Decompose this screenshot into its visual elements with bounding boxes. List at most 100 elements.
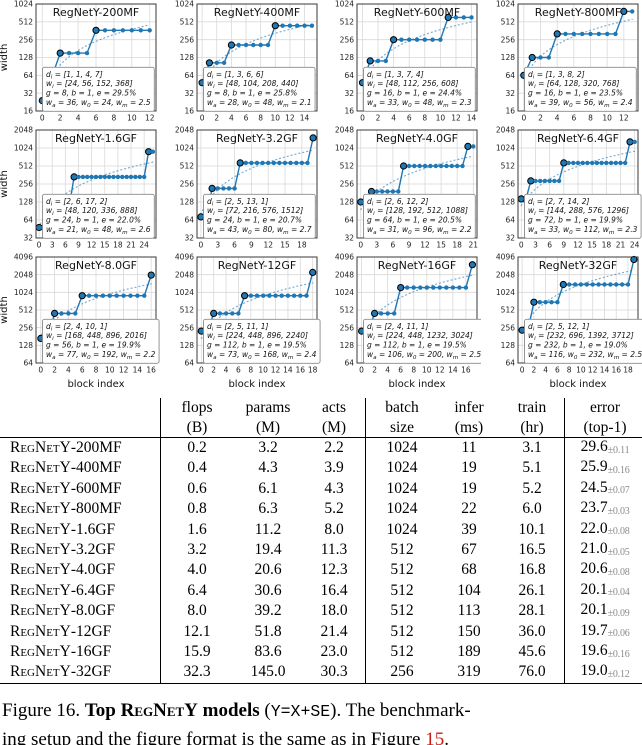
x-axis-label: block index — [388, 379, 445, 390]
annotation-box — [202, 318, 321, 364]
annotation-line: wa​ = 33, w0​ = 112, wm​ = 2.3 — [528, 225, 638, 236]
params-annotation: di​ = [2, 4, 11, 1]wi​ = [224, 448, 1232… — [367, 322, 481, 361]
chart-svg-regnety-200mf: RegNetY-200MF 16 32 64 128 256 512 1024 0 2 4 6 8 10 1… — [0, 0, 157, 123]
x-tick-label: 0 — [40, 114, 45, 123]
data-point — [304, 160, 310, 166]
cell-params: 20.6 — [254, 561, 282, 579]
x-tick-label: 8 — [258, 114, 263, 123]
cell-train: 16.5 — [518, 541, 546, 559]
x-tick-label: 4 — [554, 114, 559, 123]
y-tick-label: 512 — [340, 162, 355, 171]
stage-boundary-point — [397, 283, 405, 292]
cell-flops: 15.9 — [160, 642, 233, 663]
data-point — [613, 160, 618, 166]
data-point — [613, 282, 618, 287]
data-point — [128, 293, 133, 298]
data-point — [556, 178, 561, 184]
error-stddev: ±0.05 — [607, 546, 630, 558]
cell-flops: 0.8 — [160, 499, 233, 520]
chart-svg-regnety-400mf: RegNetY-400MF 16 32 64 128 256 512 1024 0 2 4 6 8 10 1… — [174, 0, 317, 123]
data-point — [102, 28, 108, 33]
y-tick-label: 256 — [340, 35, 355, 44]
y-tick-label: 128 — [179, 341, 194, 350]
y-tick-label: 32 — [505, 234, 515, 243]
cell-batch: 512 — [365, 560, 438, 581]
annotation-box — [202, 193, 316, 239]
data-point — [259, 160, 265, 166]
data-point — [271, 160, 276, 166]
data-point — [457, 285, 462, 290]
data-point — [66, 50, 72, 56]
data-point — [411, 285, 416, 290]
y-tick-label: 256 — [19, 180, 34, 189]
annotation-line: wi​ = [224, 448, 1232, 3024] — [367, 331, 473, 342]
cell-flops: 0.2 — [160, 437, 233, 459]
cell-error: 22.0±0.08 — [564, 519, 642, 541]
y-tick-label: 16 — [184, 107, 194, 116]
x-tick-label: 0 — [199, 114, 204, 123]
annotation-box — [363, 193, 476, 239]
x-tick-label: 18 — [297, 241, 307, 250]
chart-svg-regnety-800mf: RegNetY-800MF 16 32 64 128 256 512 1024 0 2 4 6 8 10 1… — [495, 0, 638, 123]
annotation-line: g = 56, b = 1, e = 19.9% — [46, 341, 141, 350]
stage-boundary-point — [147, 271, 155, 279]
stage-boundary-point — [205, 59, 213, 67]
y-tick-label: 256 — [340, 180, 355, 189]
data-point — [469, 15, 474, 20]
cell-train: 36.0 — [518, 622, 546, 640]
y-tick-label: 64 — [505, 359, 515, 368]
cell-batch: 512 — [365, 540, 438, 561]
error-stddev: ±0.09 — [607, 607, 630, 619]
chart-title: RegNetY-6.4GF — [537, 132, 619, 145]
data-point — [279, 23, 285, 28]
x-tick-label: 0 — [519, 366, 524, 375]
x-tick-label: 12 — [270, 366, 280, 375]
y-tick-label: 4096 — [495, 253, 514, 262]
stage-boundary-point — [51, 309, 59, 318]
x-tick-label: 4 — [228, 114, 233, 123]
data-point — [619, 282, 624, 287]
x-tick-label: 16 — [461, 366, 471, 375]
data-point — [142, 293, 147, 298]
data-point — [294, 23, 299, 28]
data-point — [428, 163, 433, 169]
stage-boundary-point — [517, 195, 525, 203]
annotation-line: g = 112, b = 1, e = 19.5% — [207, 341, 307, 350]
cell-model: RegNetY-3.2GF — [10, 541, 116, 559]
params-annotation: di​ = [1, 3, 7, 4]wi​ = [48, 112, 256, 6… — [367, 70, 472, 109]
cell-acts: 4.3 — [324, 479, 344, 497]
x-tick-label: 14 — [599, 366, 609, 375]
data-point — [406, 163, 412, 169]
stage-boundary-point — [371, 309, 379, 318]
data-point — [121, 293, 126, 298]
cell-params: 6.1 — [258, 479, 278, 497]
table-row-regnety-3.2gf: RegNetY-3.2GF 3.2 19.4 11.3 512 67 16.5 21.0±0.… — [0, 540, 642, 561]
data-point — [235, 311, 241, 316]
cell-train: 3.1 — [522, 439, 542, 456]
chart-svg-regnety-600mf: RegNetY-600MF 16 32 64 128 256 512 1024 0 2 4 6 8 10 1… — [335, 0, 478, 123]
annotation-line: di​ = [2, 7, 14, 2] — [528, 197, 589, 208]
figure-15-link[interactable]: 15 — [425, 729, 445, 745]
data-point — [221, 60, 226, 65]
annotation-line: di​ = [2, 5, 12, 1] — [528, 322, 589, 333]
x-tick-label: 12 — [119, 366, 129, 375]
y-tick-label: 128 — [19, 198, 34, 207]
data-point — [580, 160, 585, 166]
data-point — [565, 160, 571, 166]
annotation-line: wi​ = [24, 56, 152, 368] — [46, 79, 133, 90]
data-point — [407, 37, 412, 42]
data-point — [537, 178, 542, 184]
x-tick-label: 8 — [411, 366, 416, 375]
data-point — [575, 160, 580, 166]
annotation-line: wi​ = [72, 216, 576, 1512] — [207, 206, 303, 217]
stage-boundary-point — [236, 159, 244, 167]
subplot-regnety-200mf: RegNetY-200MF 16 32 64 128 256 512 1024 0 2 4 6 8 10 1… — [0, 0, 161, 126]
x-tick-label: 10 — [105, 366, 115, 375]
data-point — [471, 144, 476, 149]
annotation-line: wi​ = [48, 120, 336, 888] — [46, 206, 137, 217]
data-point — [584, 282, 589, 287]
data-point — [453, 15, 459, 20]
data-point — [138, 28, 143, 33]
params-annotation: di​ = [2, 5, 12, 1]wi​ = [232, 696, 1392… — [528, 322, 642, 361]
x-tick-label: 18 — [601, 241, 611, 250]
